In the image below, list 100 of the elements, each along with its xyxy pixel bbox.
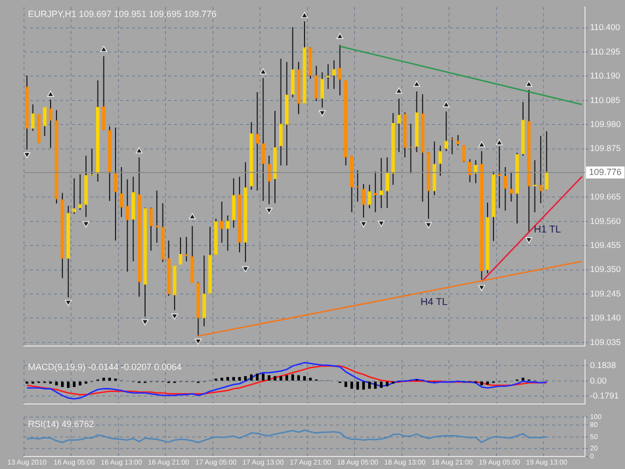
candlestick — [332, 60, 336, 90]
candlestick — [397, 98, 401, 153]
candlestick — [509, 171, 514, 202]
bar — [226, 376, 230, 381]
candlestick — [279, 58, 283, 166]
candlestick — [78, 174, 82, 210]
candlestick — [362, 184, 366, 218]
chart-title: MACD(9,19,9) -0.0144 -0.0207 0.0064 — [28, 362, 182, 372]
candlestick — [226, 214, 230, 252]
candlestick — [48, 99, 52, 148]
chart-title: RSI(14) 49.6762 — [28, 419, 94, 430]
candlestick — [232, 178, 236, 228]
y-tick-label: 0.00 — [590, 376, 607, 386]
point — [100, 46, 108, 52]
bar — [78, 382, 82, 386]
bar — [356, 382, 359, 390]
y-tick-label: 109.665 — [590, 192, 621, 202]
point — [24, 152, 30, 158]
chart-title: EURJPY,H1 109.697 109.951 109.695 109.776 — [28, 9, 216, 20]
candlestick — [120, 166, 124, 218]
bar — [232, 376, 235, 381]
candlestick — [385, 156, 390, 209]
bar — [61, 382, 64, 388]
point — [318, 110, 326, 116]
point — [136, 147, 143, 154]
candlestick — [290, 26, 295, 98]
y-tick-label: 109.560 — [590, 216, 621, 226]
bar — [55, 382, 58, 386]
bar — [268, 375, 270, 381]
point — [396, 88, 402, 94]
point — [64, 300, 72, 306]
y-tick-label: 109.035 — [590, 336, 621, 347]
point — [47, 90, 54, 97]
y-tick-label: 109.875 — [590, 143, 621, 154]
point — [171, 314, 178, 320]
point — [413, 80, 420, 87]
y-tick-label: 109.980 — [590, 118, 621, 129]
candlestick — [456, 134, 460, 146]
candlestick — [42, 106, 46, 136]
candlestick — [220, 201, 224, 244]
bar — [72, 382, 76, 388]
candlestick — [261, 78, 265, 202]
series-label: H1 TL — [534, 224, 562, 236]
y-tick-label: 0.1838 — [590, 360, 616, 370]
y-tick-label: 110.400 — [590, 22, 620, 32]
bar — [280, 376, 282, 381]
candlestick — [267, 155, 271, 205]
bar — [262, 374, 264, 381]
y-tick-label: 110.085 — [590, 94, 620, 105]
candlestick — [149, 207, 153, 252]
y-tick-label: 109.140 — [590, 312, 621, 323]
point — [378, 220, 385, 227]
bar — [256, 374, 259, 381]
candlestick — [538, 135, 543, 204]
point — [478, 284, 486, 292]
bar — [486, 382, 489, 385]
ref-line-label: 109.776 — [589, 166, 622, 177]
point — [425, 222, 432, 228]
y-tick-label: 110.190 — [590, 70, 620, 81]
point — [242, 266, 249, 272]
point — [142, 319, 148, 326]
bar — [244, 376, 247, 381]
point — [336, 32, 344, 39]
candlestick — [114, 127, 118, 242]
point — [478, 141, 486, 148]
bar — [362, 382, 365, 390]
point — [360, 221, 367, 228]
candlestick — [314, 65, 318, 102]
y-tick-label: 109.455 — [590, 240, 621, 250]
bar — [66, 382, 70, 388]
bar — [368, 382, 371, 389]
candlestick — [368, 184, 372, 209]
bar — [374, 382, 377, 389]
point — [188, 213, 196, 220]
bar — [238, 376, 241, 381]
candlestick — [462, 144, 466, 163]
bar — [386, 382, 389, 386]
bar — [291, 374, 294, 381]
point — [525, 237, 532, 244]
point — [194, 338, 202, 345]
point — [260, 68, 267, 74]
y-tick-label: 109.245 — [590, 288, 621, 298]
point — [442, 101, 450, 108]
bar — [274, 376, 276, 381]
candlestick — [102, 56, 106, 131]
candlestick — [338, 44, 342, 96]
bar — [344, 382, 348, 388]
bar — [303, 376, 306, 381]
point — [82, 221, 90, 228]
candlestick — [178, 236, 182, 266]
series-label: H4 TL — [420, 296, 448, 308]
candlestick — [438, 145, 442, 176]
y-tick-label: -0.1791 — [590, 390, 620, 401]
candlestick — [444, 111, 448, 152]
y-tick-label: 110.295 — [590, 46, 620, 56]
bar — [380, 382, 383, 388]
point — [266, 208, 272, 214]
bar — [480, 382, 483, 386]
point — [301, 12, 308, 18]
candlestick — [126, 178, 130, 272]
